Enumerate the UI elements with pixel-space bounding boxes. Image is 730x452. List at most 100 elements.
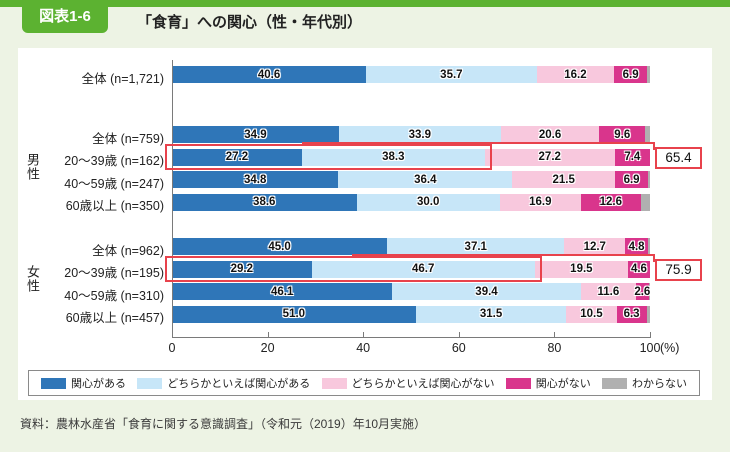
bar-row: 40.6 35.7 16.2 6.9 [172,66,650,83]
bar-segment-どちらかといえば関心がない: 16.2 [536,66,615,83]
bar-value-label: 12.7 [583,240,606,253]
bar-value-label: 16.9 [529,196,552,208]
bar-value-label: 29.2 [230,263,253,275]
bar-segment-どちらかといえば関心がない: 20.6 [500,126,600,143]
bar-value-label: 39.4 [475,285,498,298]
bar-segment-関心がない: 6.9 [615,171,649,188]
bar-value-label: 35.7 [440,68,463,81]
bar-value-label: 46.1 [270,285,294,298]
bar-segment-関心がある: 46.1 [172,283,393,300]
legend-item: どちらかといえば関心がある [137,375,310,391]
bar-segment-関心がある: 34.9 [172,126,339,143]
x-axis-tick-label: 40 [356,341,371,355]
source-note: 資料：農林水産省「食育に関する意識調査」（令和元（2019）年10月実施） [20,417,427,431]
legend-item: どちらかといえば関心がない [321,375,495,391]
bar-segment-関心がない: 4.6 [627,260,650,278]
header-accent-band [0,0,730,7]
row-label: 全体 (n=759) [92,131,164,146]
bar-value-label: 34.9 [244,128,267,141]
bar-value-label: 2.6 [634,285,651,298]
legend-label: どちらかといえば関心がない [351,378,495,390]
bar-segment-関心がない: 12.6 [580,193,641,211]
bar-segment-わからない [648,238,650,255]
bar-value-label: 40.6 [257,68,281,81]
bar-value-label: 10.5 [580,308,603,320]
x-axis-tick [363,332,365,337]
bar-segment-関心がある: 34.8 [172,171,339,188]
bar-segment-どちらかといえば関心がない: 12.7 [564,238,626,255]
bar-value-label: 19.5 [570,263,593,275]
bar-segment-どちらかといえば関心がない: 11.6 [580,283,637,300]
row-label: 全体 (n=1,721) [81,71,164,86]
x-axis-tick-label: 0 [168,341,176,355]
legend: 関心がある どちらかといえば関心がある どちらかといえば関心がない 関心がない わからな… [28,370,700,396]
bar-segment-どちらかといえば関心がある: 38.3 [301,148,485,166]
row-label: 全体 (n=962) [92,243,164,258]
bar-segment-どちらかといえば関心がない: 10.5 [566,305,617,323]
bar-segment-どちらかといえば関心がある: 35.7 [366,66,537,83]
bar-segment-関心がある: 27.2 [172,148,302,166]
bar-segment-関心がある: 40.6 [172,66,367,83]
legend-swatch-icon [321,377,347,389]
bar-segment-どちらかといえば関心がない: 16.9 [499,193,581,211]
x-axis-unit-label: (%) [660,341,680,355]
bar-value-label: 20.6 [538,128,562,141]
bar-segment-どちらかといえば関心がある: 31.5 [415,305,567,323]
bar-value-label: 11.6 [597,285,620,298]
x-axis-tick-label: 100 [639,341,661,355]
bar-segment-どちらかといえば関心がない: 27.2 [484,148,615,166]
x-axis-tick [458,332,460,337]
bar-value-label: 16.2 [564,68,587,81]
group-label-female: 女性 [25,265,40,294]
bar-segment-関心がある: 45.0 [172,238,388,255]
bar-segment-どちらかといえば関心がない: 19.5 [534,260,628,278]
row-label: 40～59歳 (n=247) [64,176,164,191]
bar-value-label: 38.3 [382,151,405,163]
x-axis-tick [172,332,173,337]
highlight-connector-line [351,253,655,262]
x-axis-line [172,337,651,338]
bar-value-label: 4.8 [628,240,645,253]
legend-swatch-icon [137,377,163,389]
x-axis-tick [554,332,556,337]
row-label: 20～39歳 (n=162) [64,154,164,168]
bar-value-label: 36.4 [414,173,437,186]
bar-value-label: 37.1 [464,240,487,253]
bar-segment-関心がある: 51.0 [172,305,416,323]
bar-segment-関心がない: 2.6 [634,283,651,300]
legend-label: 関心がある [71,378,126,390]
bar-segment-どちらかといえば関心がある: 39.4 [392,283,581,300]
bar-value-label: 27.2 [225,151,249,163]
bar-row: 29.2 46.7 19.5 4.6 [172,260,650,278]
y-axis-line [172,60,173,337]
row-label: 20～39歳 (n=195) [64,266,164,280]
chart-panel: 全体 (n=1,721) 40.6 35.7 16.2 6.9 全体 (n=759) 34.… [18,48,712,400]
bar-value-label: 38.6 [253,196,276,208]
bar-segment-関心がない: 7.4 [614,148,650,166]
highlight-box [165,144,492,170]
bar-value-label: 6.3 [623,308,640,320]
group-label-male: 男性 [25,153,40,182]
page-title: 「食育」への関心（性・年代別） [137,14,363,31]
bar-value-label: 33.9 [408,128,432,141]
row-label: 60歳以上 (n=457) [65,311,164,325]
bar-segment-わからない [647,66,650,83]
x-axis-tick-label: 60 [451,341,466,355]
bar-segment-関心がない: 4.8 [625,238,649,255]
bar-value-label: 31.5 [479,308,503,320]
bar-segment-関心がない: 6.9 [614,66,648,83]
legend-swatch-icon [602,377,627,389]
highlight-sum-callout: 65.4 [655,146,702,169]
bar-segment-わからない [645,126,650,143]
bar-segment-関心がない: 9.6 [599,126,646,143]
bar-row: 46.1 39.4 11.6 2.6 [172,283,650,300]
bar-value-label: 6.9 [623,173,640,186]
bar-row: 45.0 37.1 12.7 4.8 [172,238,650,255]
bar-segment-関心がある: 38.6 [172,193,357,211]
row-label: 40～59歳 (n=310) [64,288,164,303]
bar-segment-どちらかといえば関心がある: 37.1 [387,238,565,255]
bar-segment-わからない [646,305,650,323]
bar-value-label: 30.0 [416,196,440,208]
x-axis-tick [650,332,651,337]
legend-item: 関心がない [505,375,591,391]
